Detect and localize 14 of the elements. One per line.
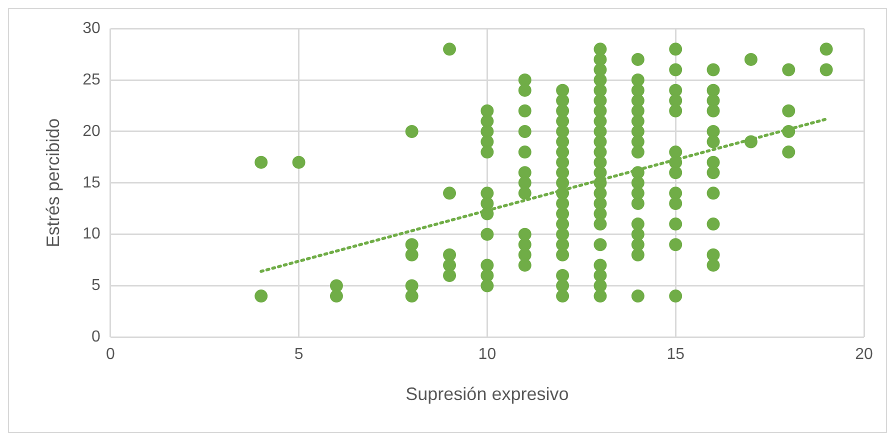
y-tick-label: 20 (82, 122, 100, 140)
x-tick-label: 0 (106, 346, 115, 364)
y-tick-label: 30 (82, 20, 100, 38)
y-tick-label: 5 (91, 277, 100, 294)
y-tick-label: 10 (82, 226, 100, 243)
y-axis-title: Estrés percibido (42, 118, 63, 248)
y-tick-label: 15 (82, 174, 100, 192)
x-tick-label: 20 (855, 346, 873, 364)
x-tick-label: 15 (666, 346, 685, 364)
x-tick-label: 5 (294, 346, 304, 364)
x-axis-title: Supresión expresivo (406, 384, 569, 404)
x-tick-label: 10 (478, 346, 496, 364)
y-tick-label: 0 (91, 328, 100, 346)
y-tick-label: 25 (82, 71, 100, 88)
